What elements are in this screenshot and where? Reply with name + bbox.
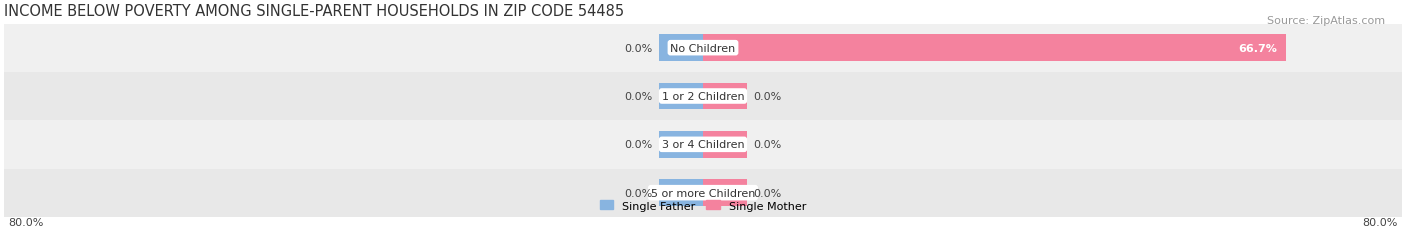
Text: 5 or more Children: 5 or more Children (651, 188, 755, 198)
Bar (4, 73, 1402, 121)
Bar (4, 121, 1402, 169)
Bar (659, 83, 703, 110)
Text: 0.0%: 0.0% (624, 43, 652, 53)
Bar (703, 179, 747, 206)
Bar (659, 179, 703, 206)
Text: 80.0%: 80.0% (1362, 217, 1398, 227)
Text: 0.0%: 0.0% (624, 188, 652, 198)
Text: No Children: No Children (671, 43, 735, 53)
Text: 0.0%: 0.0% (624, 140, 652, 150)
Text: INCOME BELOW POVERTY AMONG SINGLE-PARENT HOUSEHOLDS IN ZIP CODE 54485: INCOME BELOW POVERTY AMONG SINGLE-PARENT… (4, 4, 624, 19)
Text: 0.0%: 0.0% (754, 140, 782, 150)
Legend: Single Father, Single Mother: Single Father, Single Mother (596, 196, 810, 215)
Bar (4, 169, 1402, 217)
Text: 3 or 4 Children: 3 or 4 Children (662, 140, 744, 150)
Text: 0.0%: 0.0% (754, 92, 782, 102)
Text: 66.7%: 66.7% (1239, 43, 1277, 53)
Bar (4, 24, 1402, 73)
Text: 1 or 2 Children: 1 or 2 Children (662, 92, 744, 102)
Bar (703, 83, 747, 110)
Bar (703, 131, 747, 158)
Text: 80.0%: 80.0% (8, 217, 44, 227)
Bar (659, 35, 703, 62)
Bar (659, 131, 703, 158)
Text: Source: ZipAtlas.com: Source: ZipAtlas.com (1267, 16, 1385, 26)
Text: 0.0%: 0.0% (754, 188, 782, 198)
Bar (703, 35, 1285, 62)
Text: 0.0%: 0.0% (624, 92, 652, 102)
